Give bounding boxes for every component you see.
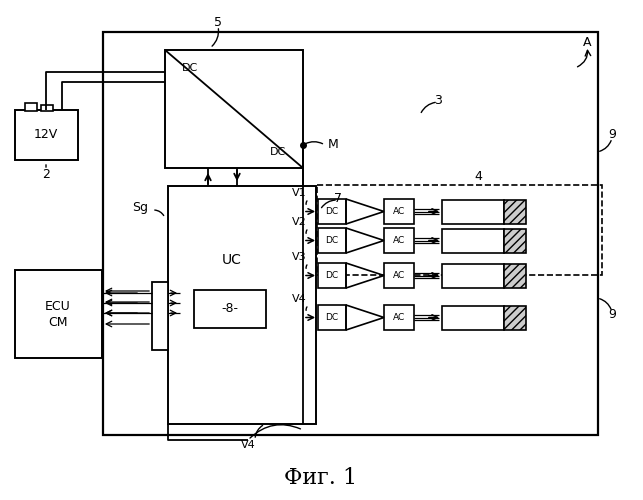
Text: 5: 5 <box>214 16 222 28</box>
Text: DC: DC <box>325 236 339 245</box>
Text: AC: AC <box>393 271 405 280</box>
Bar <box>504 228 526 252</box>
Bar <box>504 264 526 287</box>
Bar <box>168 186 316 424</box>
Text: DC: DC <box>182 63 198 73</box>
Bar <box>194 290 266 328</box>
Text: 3: 3 <box>434 94 442 106</box>
Bar <box>384 228 414 253</box>
Text: 4: 4 <box>474 170 482 183</box>
Bar <box>384 263 414 288</box>
Text: DC: DC <box>325 313 339 322</box>
Bar <box>442 306 504 330</box>
Bar <box>103 32 598 435</box>
Bar <box>384 305 414 330</box>
Text: V3: V3 <box>293 252 307 262</box>
Text: AC: AC <box>393 236 405 245</box>
Bar <box>504 306 526 330</box>
Text: V4: V4 <box>240 440 255 450</box>
Bar <box>318 263 346 288</box>
Text: V1: V1 <box>293 188 307 198</box>
Bar <box>442 228 504 252</box>
Text: A: A <box>583 36 592 49</box>
Text: CM: CM <box>48 316 68 330</box>
Text: DC: DC <box>325 207 339 216</box>
Bar <box>152 282 168 350</box>
Text: 2: 2 <box>42 168 50 181</box>
Text: 7: 7 <box>334 192 342 204</box>
Text: DC: DC <box>325 271 339 280</box>
Text: V2: V2 <box>293 217 307 227</box>
Bar <box>25 103 37 111</box>
Bar <box>442 264 504 287</box>
Bar <box>15 110 78 160</box>
Bar <box>504 200 526 224</box>
Bar <box>165 50 303 168</box>
Text: Sg: Sg <box>132 202 148 214</box>
Text: 9: 9 <box>608 308 616 322</box>
Bar <box>318 228 346 253</box>
Bar <box>15 270 102 358</box>
Bar <box>41 105 53 111</box>
Text: M: M <box>328 138 339 151</box>
Text: Фиг. 1: Фиг. 1 <box>284 467 358 489</box>
Bar <box>384 199 414 224</box>
Bar <box>318 305 346 330</box>
Text: AC: AC <box>393 207 405 216</box>
Text: 12V: 12V <box>34 128 58 141</box>
Text: DC: DC <box>270 147 286 157</box>
Text: 9: 9 <box>608 128 616 141</box>
Text: ECU: ECU <box>45 300 71 314</box>
Bar <box>442 200 504 224</box>
Text: V4: V4 <box>293 294 307 304</box>
Text: AC: AC <box>393 313 405 322</box>
Bar <box>317 185 602 275</box>
Bar <box>318 199 346 224</box>
Text: -8-: -8- <box>221 302 239 316</box>
Text: UC: UC <box>222 253 242 267</box>
